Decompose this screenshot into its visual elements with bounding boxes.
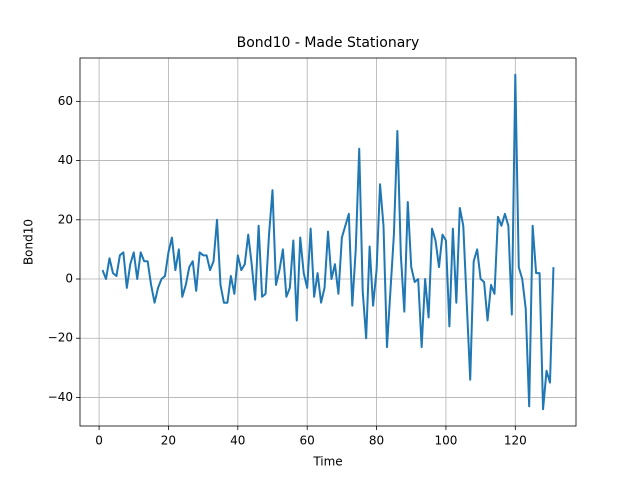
y-axis-label: Bond10 (22, 219, 36, 265)
x-tick-label: 40 (230, 434, 245, 448)
x-tick-label: 0 (95, 434, 103, 448)
x-tick-label: 20 (161, 434, 176, 448)
x-tick-label: 120 (504, 434, 527, 448)
chart-title: Bond10 - Made Stationary (237, 35, 420, 51)
data-line (101, 73, 555, 411)
y-tick-label: −20 (48, 331, 73, 345)
y-tick-label: 40 (58, 153, 73, 167)
x-axis-label: Time (312, 455, 342, 469)
y-tick-label: 0 (65, 272, 73, 286)
plot-frame (79, 57, 577, 427)
x-tick-label: 60 (300, 434, 315, 448)
y-tick-label: 20 (58, 212, 73, 226)
x-tick-label: 100 (434, 434, 457, 448)
x-tick-label: 80 (369, 434, 384, 448)
y-tick-label: −40 (48, 390, 73, 404)
y-tick-label: 60 (58, 94, 73, 108)
